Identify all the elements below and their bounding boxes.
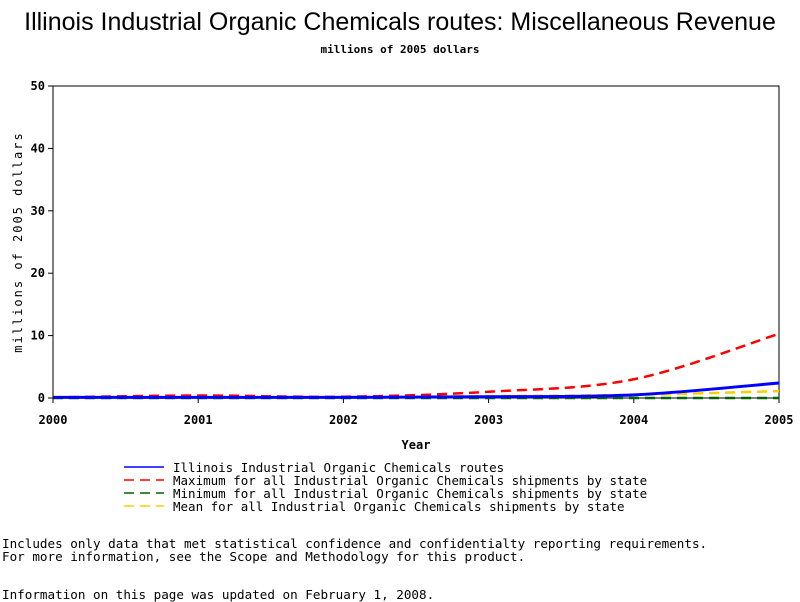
y-tick-label: 10 xyxy=(31,329,45,343)
x-tick-label: 2005 xyxy=(765,413,794,427)
x-tick-label: 2002 xyxy=(329,413,358,427)
legend-label-3: Minimum for all Industrial Organic Chemi… xyxy=(173,486,647,501)
series-line-2 xyxy=(52,332,780,399)
x-axis-label: Year xyxy=(402,438,431,452)
y-tick-label: 0 xyxy=(38,391,45,405)
footnote-updated: Information on this page was updated on … xyxy=(2,587,435,602)
legend-label-4: Mean for all Industrial Organic Chemical… xyxy=(173,499,625,514)
x-axis: 2000 2001 2002 2003 2004 2005 xyxy=(39,398,794,427)
y-tick-label: 40 xyxy=(31,141,45,155)
series-line-1 xyxy=(52,381,780,399)
y-tick-label: 30 xyxy=(31,204,45,218)
plot-frame xyxy=(52,85,780,399)
series-layer xyxy=(52,332,780,400)
legend-label-1: Illinois Industrial Organic Chemicals ro… xyxy=(173,460,504,475)
footnote-more-info: For more information, see the Scope and … xyxy=(2,549,526,564)
footnote-confidence: Includes only data that met statistical … xyxy=(2,536,708,551)
chart-title: Illinois Industrial Organic Chemicals ro… xyxy=(24,8,776,36)
x-tick-label: 2003 xyxy=(474,413,503,427)
y-tick-label: 50 xyxy=(31,79,45,93)
x-tick-label: 2001 xyxy=(184,413,213,427)
legend-label-2: Maximum for all Industrial Organic Chemi… xyxy=(173,473,647,488)
y-axis: 0 10 20 30 40 50 xyxy=(31,79,53,405)
y-tick-label: 20 xyxy=(31,266,45,280)
x-tick-label: 2000 xyxy=(39,413,68,427)
legend: Illinois Industrial Organic Chemicals ro… xyxy=(124,460,647,514)
chart-subtitle: millions of 2005 dollars xyxy=(321,43,480,56)
x-tick-label: 2004 xyxy=(619,413,648,427)
y-axis-label: millions of 2005 dollars xyxy=(11,131,25,352)
